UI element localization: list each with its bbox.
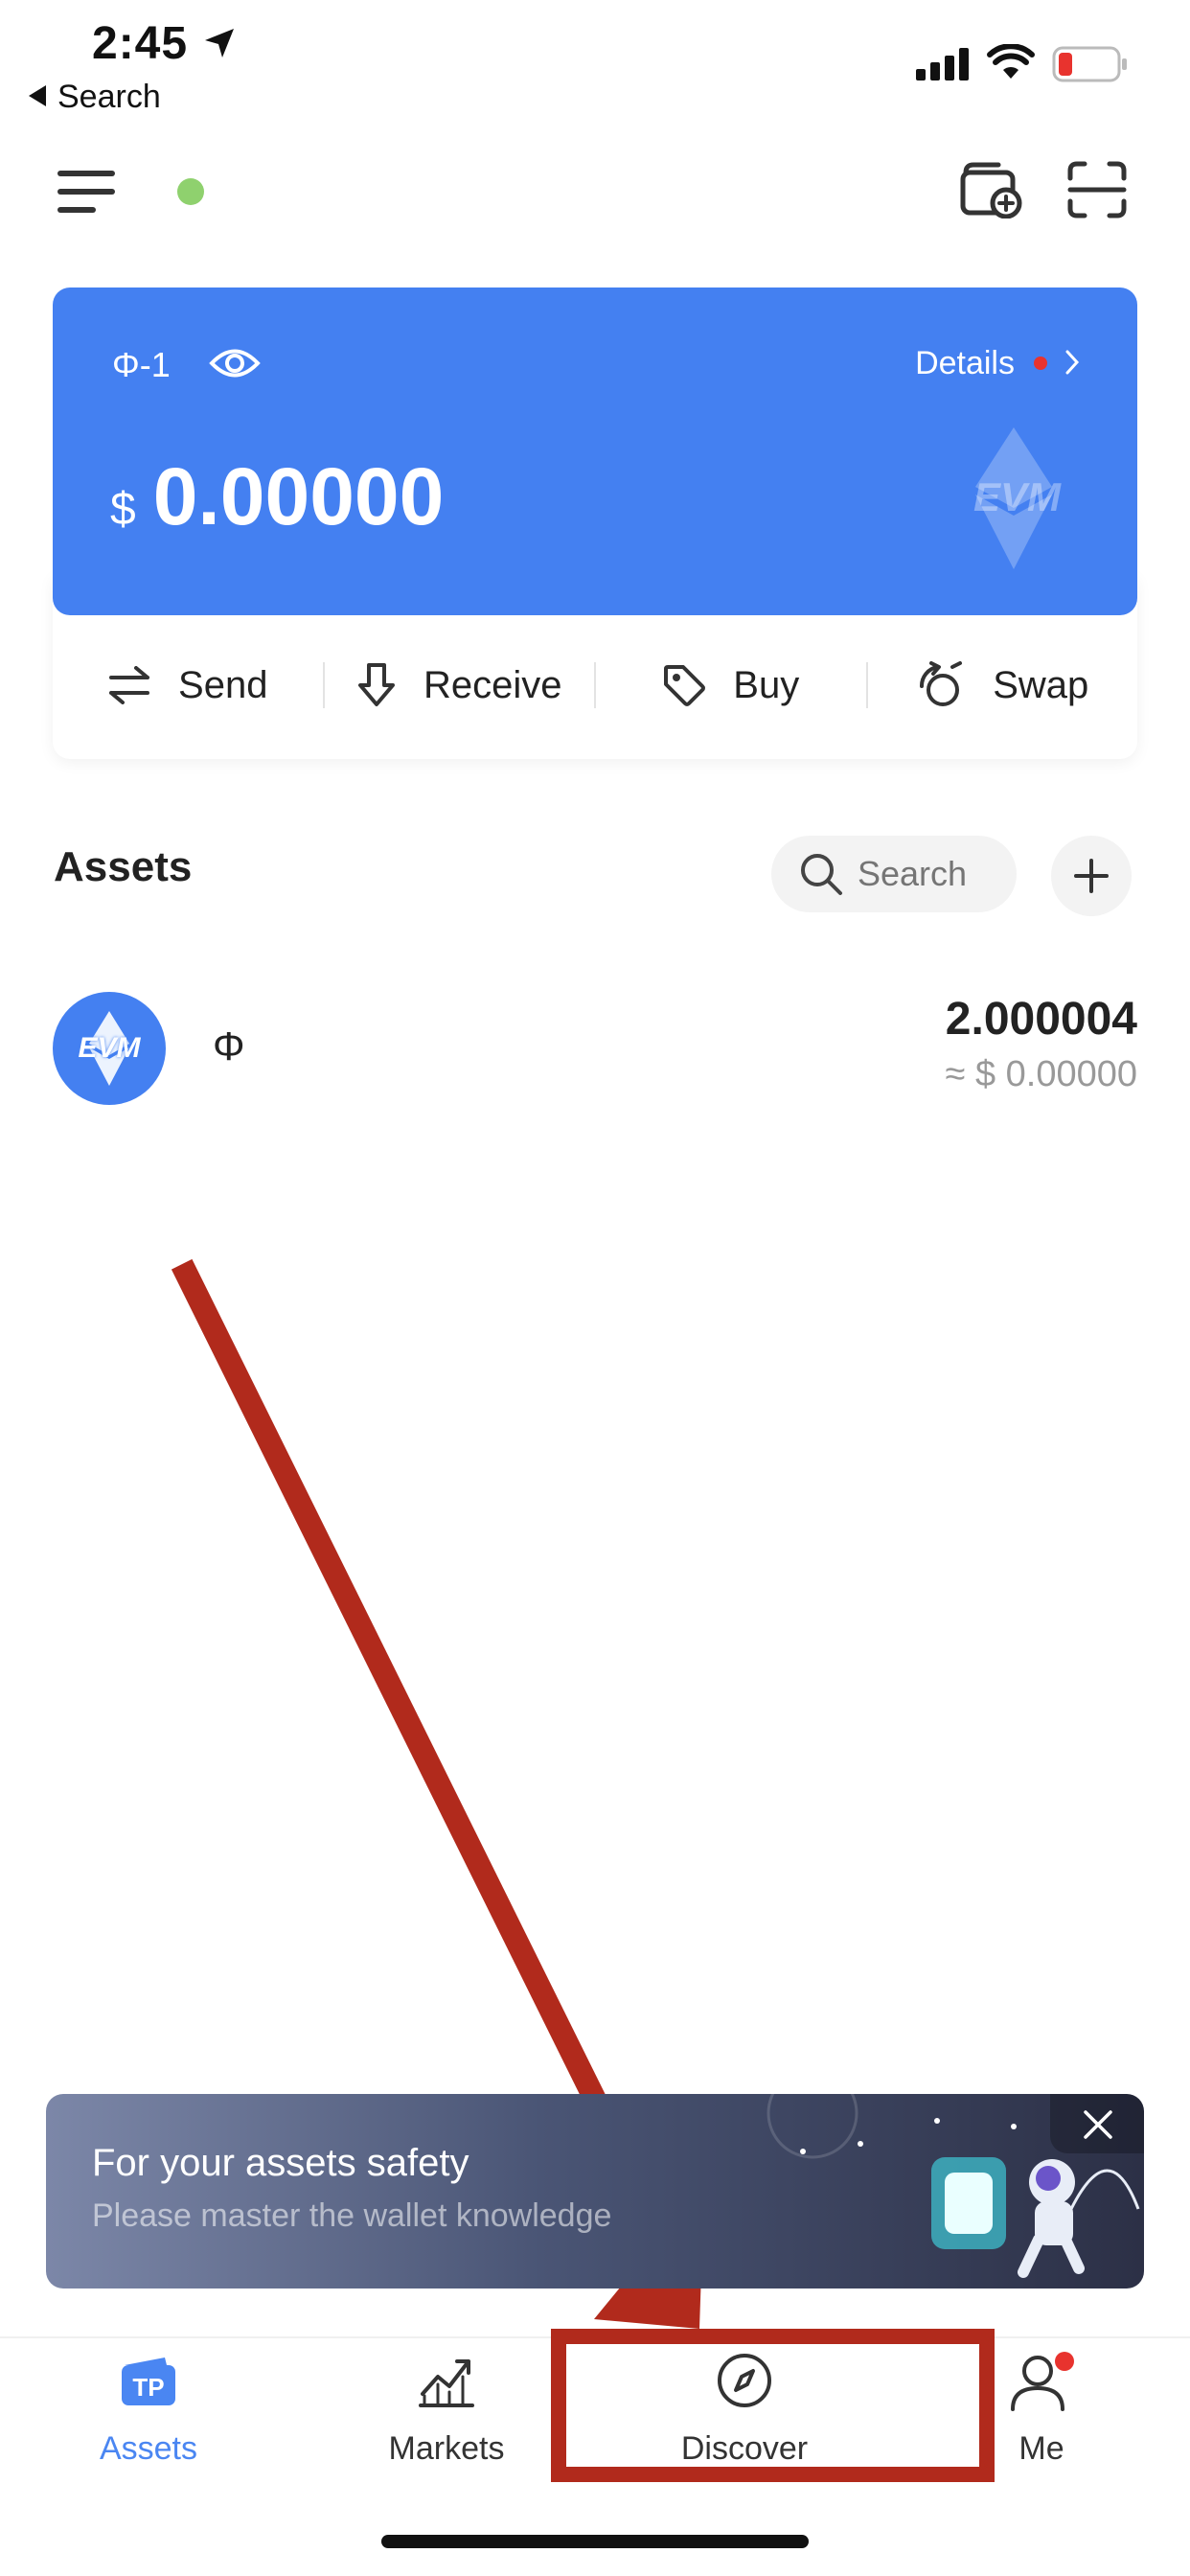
swap-arrows-icon bbox=[109, 666, 150, 704]
compass-icon bbox=[718, 2354, 771, 2407]
download-arrow-icon bbox=[357, 663, 395, 706]
banner-title: For your assets safety bbox=[92, 2142, 469, 2184]
assets-search-input[interactable] bbox=[856, 853, 1003, 895]
add-asset-button[interactable] bbox=[1051, 836, 1132, 916]
tab-me-label: Me bbox=[1018, 2430, 1064, 2467]
tp-wallet-icon: TP bbox=[122, 2358, 175, 2405]
assets-section-title: Assets bbox=[54, 843, 193, 890]
chevron-right-icon bbox=[1065, 350, 1080, 375]
back-triangle-icon bbox=[29, 85, 46, 107]
action-divider bbox=[322, 662, 325, 708]
home-indicator[interactable] bbox=[381, 2535, 809, 2548]
assets-search-field[interactable] bbox=[771, 836, 1017, 912]
location-arrow-icon bbox=[205, 29, 234, 58]
plus-icon bbox=[1074, 859, 1109, 893]
tab-markets-label: Markets bbox=[388, 2430, 505, 2467]
token-symbol[interactable]: Φ bbox=[213, 1024, 245, 1069]
notification-dot bbox=[1034, 356, 1047, 371]
tab-discover[interactable]: Discover bbox=[649, 2338, 840, 2467]
banner-subtitle: Please master the wallet knowledge bbox=[92, 2197, 612, 2234]
wallet-balance: $0.00000 bbox=[110, 451, 445, 541]
evm-watermark-label: EVM bbox=[973, 474, 1061, 519]
wallet-name: Φ-1 bbox=[112, 345, 261, 385]
back-to-search-link[interactable]: Search bbox=[29, 79, 161, 116]
evm-watermark-icon bbox=[975, 427, 1052, 569]
token-amount: 2.000004 bbox=[945, 994, 1137, 1045]
tab-assets-label: Assets bbox=[99, 2430, 198, 2467]
status-time: 2:45 bbox=[92, 18, 189, 69]
buy-button[interactable]: Buy bbox=[596, 623, 866, 748]
wifi-icon bbox=[987, 44, 1035, 79]
tab-discover-label: Discover bbox=[680, 2430, 809, 2467]
user-profile-icon bbox=[1011, 2352, 1074, 2411]
action-divider bbox=[865, 662, 868, 708]
cellular-signal-icon bbox=[916, 48, 969, 80]
menu-icon[interactable] bbox=[57, 171, 115, 213]
wallet-card[interactable]: Φ-1 Details $0.00000 EVM bbox=[53, 288, 1137, 615]
svg-text:TP: TP bbox=[132, 2373, 164, 2402]
close-icon bbox=[1084, 2110, 1112, 2139]
action-divider bbox=[594, 662, 596, 708]
battery-low-icon bbox=[1052, 46, 1127, 82]
receive-button[interactable]: Receive bbox=[325, 623, 595, 748]
tab-markets[interactable]: Markets bbox=[351, 2338, 542, 2467]
back-label: Search bbox=[57, 79, 161, 115]
tab-me[interactable]: Me bbox=[946, 2338, 1137, 2467]
astronaut-illustration-icon bbox=[767, 2094, 1140, 2278]
eye-icon[interactable] bbox=[208, 347, 261, 380]
discover-highlight-box bbox=[551, 2329, 995, 2482]
chart-trend-icon bbox=[419, 2359, 474, 2407]
tab-assets[interactable]: TP Assets bbox=[53, 2338, 244, 2467]
tag-icon bbox=[664, 665, 706, 706]
safety-banner[interactable]: For your assets safety Please master the… bbox=[46, 2094, 1144, 2288]
search-icon bbox=[801, 854, 842, 895]
token-fiat-value: ≈ $ 0.00000 bbox=[945, 1054, 1137, 1094]
wallet-actions: Send Receive Buy Swap bbox=[53, 623, 1137, 748]
swap-button[interactable]: Swap bbox=[868, 623, 1138, 748]
connection-status-dot bbox=[177, 178, 204, 205]
banner-close-button[interactable] bbox=[1050, 2094, 1144, 2153]
add-wallet-icon[interactable] bbox=[960, 159, 1023, 218]
wallet-details-link[interactable]: Details bbox=[915, 345, 1080, 382]
evm-token-icon: EVM bbox=[53, 992, 166, 1105]
scan-icon[interactable] bbox=[1067, 161, 1127, 218]
send-button[interactable]: Send bbox=[53, 623, 323, 748]
evm-token-label: EVM bbox=[78, 1032, 141, 1064]
swap-cycle-icon bbox=[920, 661, 963, 706]
